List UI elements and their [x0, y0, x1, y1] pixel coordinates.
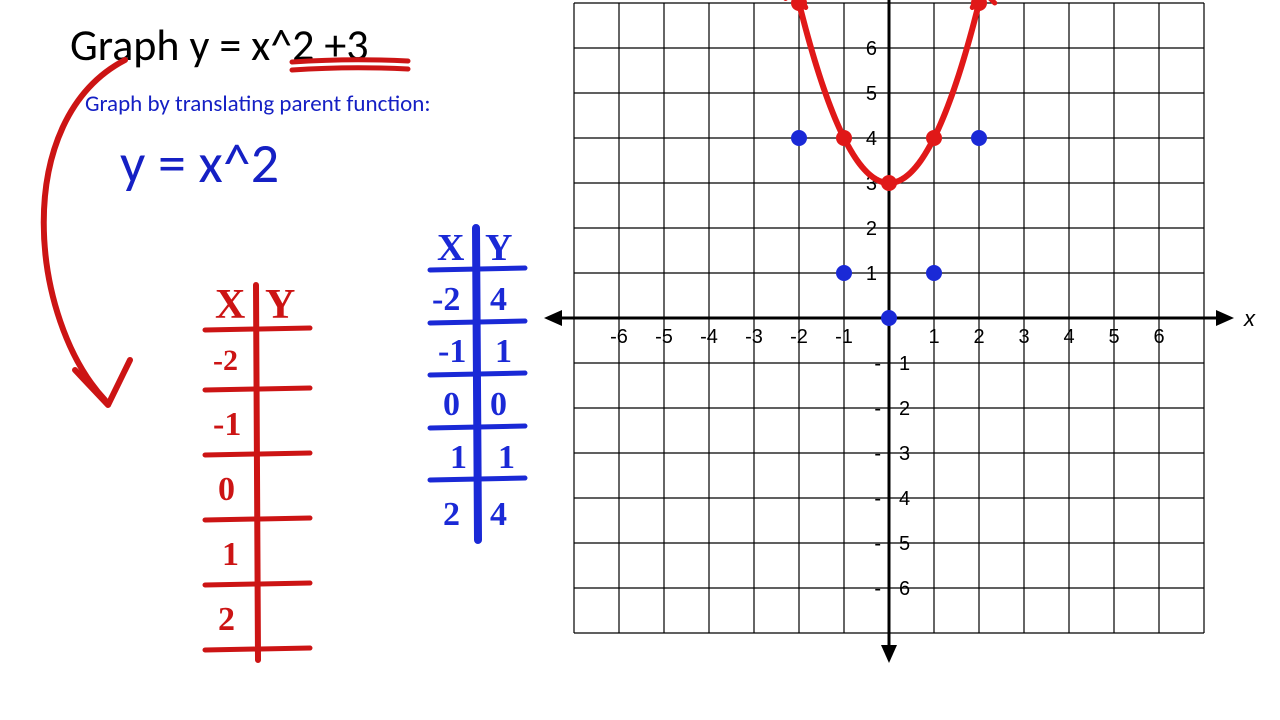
y-tick-label-neg: -: [874, 398, 881, 420]
y-tick-label: 3: [866, 173, 877, 195]
y-tick-label-neg: -: [874, 533, 881, 555]
y-tick-label: 2: [866, 218, 877, 240]
red-table: X Y -2 -1 0 1 2: [205, 282, 310, 660]
x-tick-label: 3: [1018, 326, 1029, 348]
y-tick-label: 6: [866, 38, 877, 60]
blue-point: [836, 265, 852, 281]
red-table-hline-4: [205, 583, 310, 585]
red-table-vline: [256, 285, 258, 660]
blue-table-header-x: X: [437, 227, 464, 269]
blue-table-x3: 1: [450, 439, 467, 476]
y-tick-label-neg: -: [874, 488, 881, 510]
subtitle-text: Graph by translating parent function:: [85, 90, 431, 118]
x-tick-label: -2: [790, 326, 808, 348]
red-point: [926, 130, 942, 146]
blue-table-y3: 1: [498, 439, 515, 476]
red-table-hline-3: [205, 518, 310, 520]
y-tick-label-neg: -: [874, 443, 881, 465]
blue-point: [791, 130, 807, 146]
red-point: [791, 0, 807, 11]
blue-table-hline-1: [430, 321, 525, 323]
blue-table-x4: 2: [443, 496, 460, 533]
blue-table-hline-4: [430, 478, 525, 480]
red-table-header-x: X: [215, 282, 245, 328]
blue-table-hline-2: [430, 373, 525, 375]
parabola-arrow-right: [972, 0, 995, 8]
red-table-x4: 2: [218, 601, 235, 638]
x-tick-label: -1: [835, 326, 853, 348]
red-point: [881, 175, 897, 191]
blue-point: [926, 265, 942, 281]
blue-table-header-y: Y: [485, 227, 512, 269]
red-table-hline-1: [205, 388, 310, 390]
x-axis-arrow-left: [544, 310, 562, 326]
red-point: [836, 130, 852, 146]
y-tick-label-neg: -: [874, 578, 881, 600]
y-tick-label-neg-num: 4: [899, 488, 910, 510]
y-tick-label: 4: [866, 128, 877, 150]
x-tick-label: 2: [973, 326, 984, 348]
x-tick-label: 4: [1063, 326, 1074, 348]
blue-table-y4: 4: [490, 496, 507, 533]
x-axis-arrow-right: [1216, 310, 1234, 326]
red-table-hline-5: [205, 648, 310, 650]
y-tick-label-neg-num: 5: [899, 533, 910, 555]
blue-table-hline-3: [430, 426, 525, 428]
y-tick-label: 1: [866, 263, 877, 285]
blue-table-y0: 4: [490, 281, 507, 318]
y-tick-label-neg-num: 2: [899, 398, 910, 420]
blue-table-y1: 1: [495, 333, 512, 370]
red-table-hline-2: [205, 453, 310, 455]
y-tick-label-neg: -: [874, 353, 881, 375]
y-axis-arrow-down: [881, 645, 897, 663]
coordinate-graph: xy-6-5-4-3-2-1123456123456-1-2-3-4-5-6: [544, 0, 1256, 663]
blue-table: X Y -2 4 -1 1 0 0 1 1 2 4: [430, 227, 525, 540]
x-tick-label: 5: [1108, 326, 1119, 348]
red-table-x3: 1: [222, 536, 239, 573]
y-tick-label-neg-num: 3: [899, 443, 910, 465]
parabola-curve: [795, 0, 982, 183]
blue-table-x2: 0: [443, 386, 460, 423]
blue-table-vline: [476, 228, 478, 540]
red-point: [971, 0, 987, 11]
x-tick-label: -3: [745, 326, 763, 348]
x-tick-label: 1: [928, 326, 939, 348]
blue-table-x1: -1: [438, 333, 466, 370]
page-title: Graph y = x^2 +3: [70, 18, 369, 72]
parabola-arrow-left: [786, 0, 806, 8]
x-tick-label: -5: [655, 326, 673, 348]
parent-function: y = x^2: [120, 130, 279, 198]
blue-table-hline-0: [430, 268, 525, 270]
x-tick-label: -4: [700, 326, 718, 348]
red-table-hline-0: [205, 328, 310, 330]
y-tick-label-neg-num: 6: [899, 578, 910, 600]
x-tick-label: 6: [1153, 326, 1164, 348]
blue-point: [971, 130, 987, 146]
x-axis-label: x: [1243, 306, 1256, 331]
blue-point: [881, 310, 897, 326]
y-tick-label: 5: [866, 83, 877, 105]
red-table-x2: 0: [218, 471, 235, 508]
x-tick-label: -6: [610, 326, 628, 348]
red-table-header-y: Y: [265, 282, 295, 328]
y-tick-label-neg-num: 1: [899, 353, 910, 375]
red-table-x1: -1: [213, 406, 241, 443]
red-table-x0: -2: [213, 344, 238, 377]
blue-table-x0: -2: [432, 281, 460, 318]
blue-table-y2: 0: [490, 386, 507, 423]
curved-arrow-head: [75, 360, 130, 405]
